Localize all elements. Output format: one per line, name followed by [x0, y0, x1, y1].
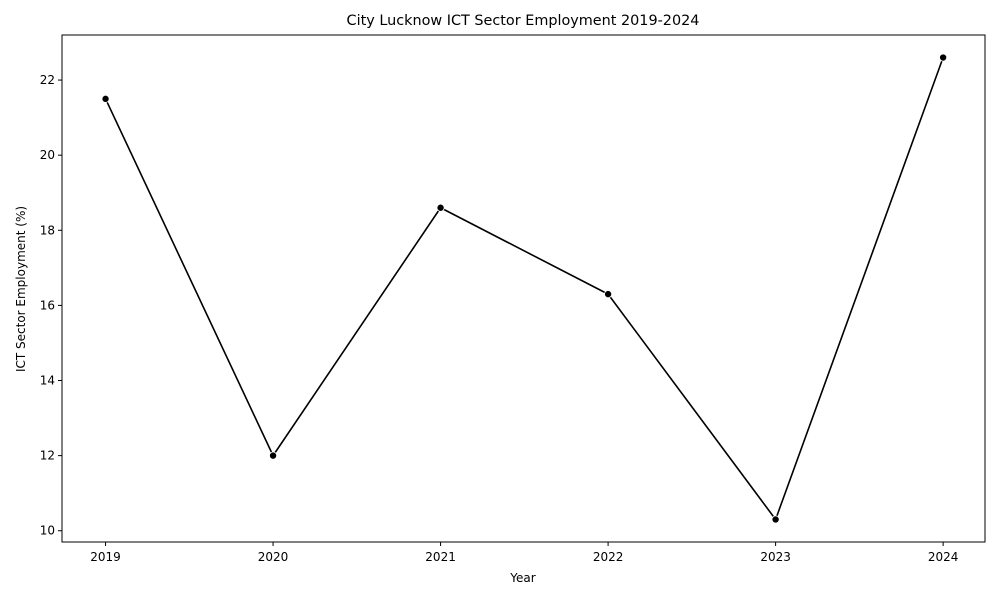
data-point [269, 451, 278, 460]
y-axis-label: ICT Sector Employment (%) [14, 206, 28, 372]
y-tick-label: 22 [40, 73, 55, 87]
x-tick-label: 2019 [90, 550, 121, 564]
series-layer [101, 53, 948, 524]
y-axis-ticks: 10 12 14 16 18 20 22 [40, 73, 62, 538]
series-line [104, 57, 944, 521]
data-point [939, 53, 948, 62]
x-tick-label: 2024 [928, 550, 959, 564]
chart-title: City Lucknow ICT Sector Employment 2019-… [347, 13, 700, 29]
x-tick-label: 2020 [258, 550, 289, 564]
data-point [101, 94, 110, 103]
x-tick-label: 2021 [425, 550, 456, 564]
x-tick-label: 2023 [760, 550, 791, 564]
plot-area [61, 34, 986, 543]
x-tick-label: 2022 [593, 550, 624, 564]
y-tick-label: 16 [40, 298, 55, 312]
data-point [436, 203, 445, 212]
x-axis-label: Year [509, 571, 535, 585]
y-tick-label: 12 [40, 449, 55, 463]
y-tick-label: 10 [40, 524, 55, 538]
data-point [604, 290, 613, 299]
plot-frame [61, 34, 986, 543]
data-point [771, 515, 780, 524]
y-tick-label: 18 [40, 223, 55, 237]
x-axis-ticks: 2019 2020 2021 2022 2023 2024 [90, 542, 958, 564]
y-tick-label: 14 [40, 374, 55, 388]
y-tick-label: 20 [40, 148, 55, 162]
